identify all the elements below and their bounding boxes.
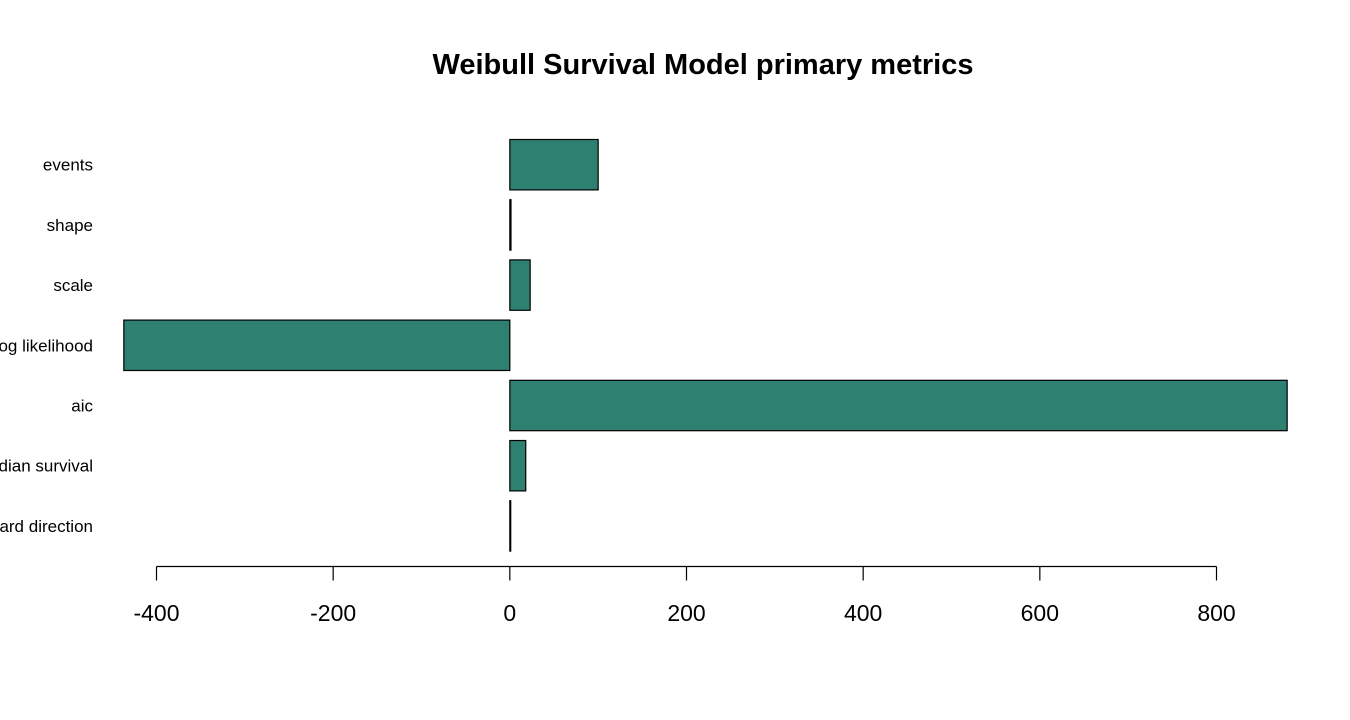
category-label-aic: aic (71, 397, 93, 416)
x-tick-label: 200 (667, 600, 705, 626)
x-tick-label: 400 (844, 600, 882, 626)
bar-median-survival (509, 439, 527, 492)
category-label-shape: shape (47, 216, 93, 235)
category-label-median-survival: median survival (0, 457, 93, 476)
chart-title: Weibull Survival Model primary metrics (433, 49, 974, 81)
x-tick-label: 0 (503, 600, 516, 626)
x-axis: -400 -200 0 200 400 600 800 (133, 565, 1236, 626)
bar-aic (509, 379, 1288, 432)
bar-shape (509, 199, 512, 251)
category-label-scale: scale (53, 276, 93, 295)
x-tick-label: -200 (310, 600, 356, 626)
category-label-events: events (43, 156, 93, 175)
category-label-hazard-direction: hazard direction (0, 517, 93, 536)
bar-events (509, 138, 599, 191)
x-tick-label: 600 (1021, 600, 1059, 626)
bars-group (123, 138, 1288, 552)
category-label-log-likelihood: log likelihood (0, 336, 93, 355)
bar-scale (509, 259, 531, 311)
category-labels: events shape scale log likelihood aic median … (0, 156, 93, 536)
bar-hazard-direction (509, 500, 512, 552)
x-tick-label: -400 (133, 600, 179, 626)
x-tick-label: 800 (1197, 600, 1235, 626)
bar-log-likelihood (123, 319, 511, 372)
